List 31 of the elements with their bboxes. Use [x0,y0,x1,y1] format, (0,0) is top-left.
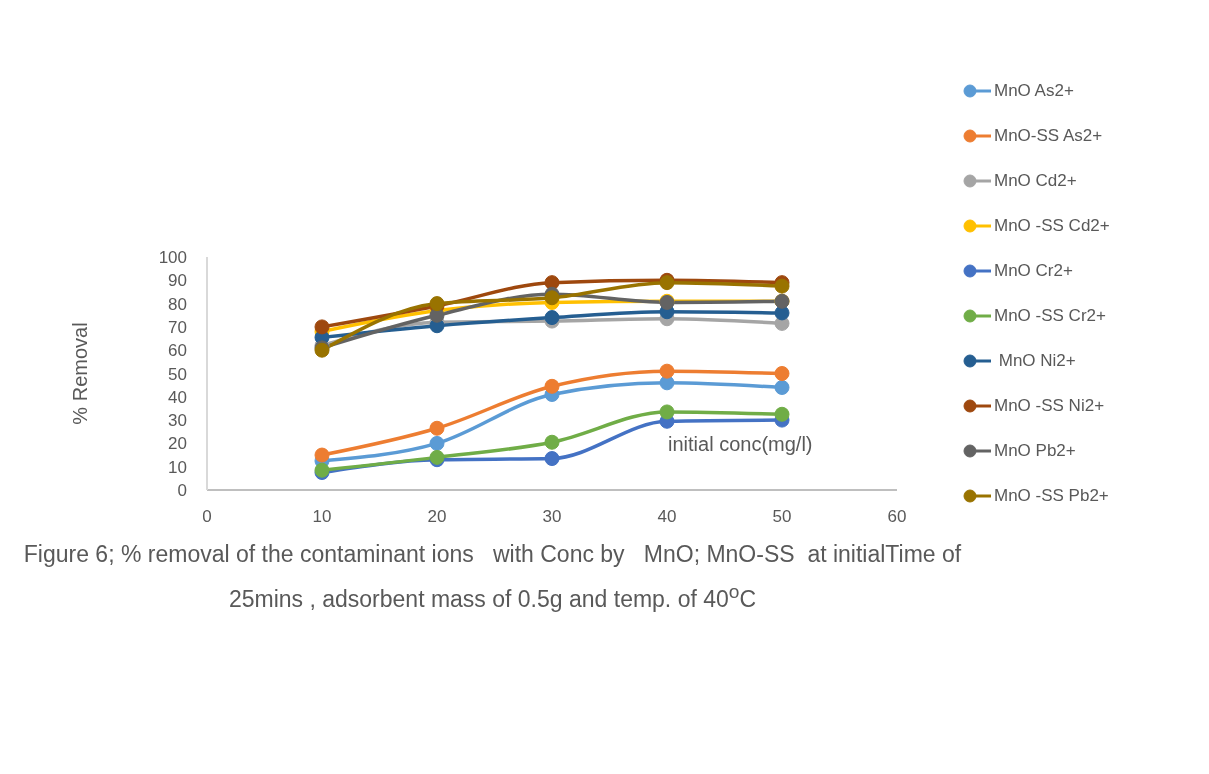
legend-label: MnO Pb2+ [994,440,1076,461]
x-tick-label: 20 [427,507,447,527]
y-tick-label: 80 [168,294,187,314]
caption: Figure 6; % removal of the contaminant ions with Conc by MnO; MnO-SS at initialTime of 25mins , adsorbent mass of 0.5g and temp. of 40$^{o}$C [23,541,963,612]
y-tick-label: 40 [168,387,187,407]
legend-label: MnO Cd2+ [994,170,1077,191]
y-tick-label: 100 [158,248,187,268]
y-tick-label: 60 [168,341,187,361]
x-tick-label: 30 [542,507,562,527]
y-tick-label: 20 [168,434,187,454]
y-tick-label: 30 [168,411,187,431]
y-tick-label: 50 [168,364,187,384]
legend-label: MnO -SS Pb2+ [994,485,1109,506]
y-tick-label: 0 [177,481,187,501]
legend-label: MnO -SS Cd2+ [994,215,1110,236]
y-axis-title: % Removal [69,322,92,425]
legend-label: MnO As2+ [994,80,1074,101]
y-tick-label: 10 [168,457,187,477]
x-tick-label: 10 [312,507,332,527]
x-tick-label: 50 [772,507,792,527]
y-tick-label: 70 [168,317,187,337]
x-tick-label: 60 [887,507,907,527]
x-tick-label: 0 [202,507,212,527]
y-tick-label: 90 [168,271,187,291]
legend-label: MnO Cr2+ [994,260,1073,281]
legend-label: MnO -SS Ni2+ [994,395,1105,416]
legend-label: MnO -SS Cr2+ [994,305,1106,326]
x-axis-title: initial conc(mg/l) [668,433,813,455]
legend-label: MnO-SS As2+ [994,125,1103,146]
x-tick-label: 40 [657,507,677,527]
legend-label: MnO Ni2+ [997,350,1076,371]
